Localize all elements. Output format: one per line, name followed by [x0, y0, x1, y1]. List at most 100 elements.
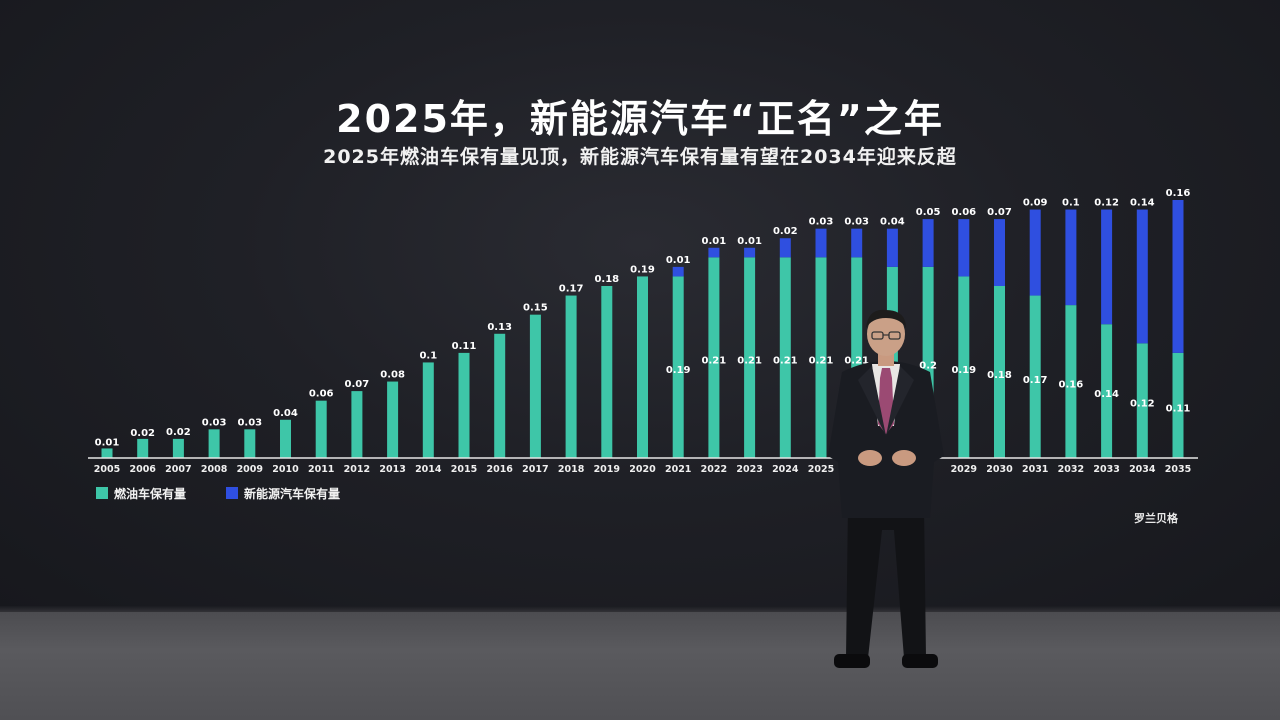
bar-fuel-2018: [565, 295, 577, 458]
label-fuel-2028: 0.2: [919, 360, 937, 371]
bar-fuel-2014: [422, 362, 434, 458]
x-tick-2010: 2010: [272, 464, 299, 475]
x-tick-2030: 2030: [986, 464, 1013, 475]
bar-nev-2026: [851, 228, 863, 258]
bar-fuel-2009: [244, 429, 256, 458]
label-fuel-2020: 0.19: [630, 264, 655, 275]
x-tick-2025: 2025: [808, 464, 834, 475]
legend-label-0: 燃油车保有量: [114, 486, 186, 501]
bar-fuel-2030: [994, 286, 1005, 458]
label-fuel-2031: 0.17: [1023, 375, 1048, 386]
x-tick-2032: 2032: [1058, 464, 1084, 475]
label-nev-2031: 0.09: [1023, 198, 1048, 209]
x-tick-2021: 2021: [665, 464, 691, 475]
bar-nev-2033: [1101, 209, 1113, 325]
bar-fuel-2016: [494, 333, 506, 458]
label-fuel-2012: 0.07: [345, 379, 370, 390]
bar-fuel-2007: [172, 438, 184, 458]
x-tick-2015: 2015: [451, 464, 477, 475]
legend: 燃油车保有量 新能源汽车保有量: [96, 486, 340, 501]
label-fuel-2034: 0.12: [1130, 399, 1155, 410]
bar-fuel-2017: [529, 314, 541, 458]
bar-fuel-2019: [601, 286, 613, 458]
label-fuel-2035: 0.11: [1166, 403, 1191, 414]
bar-fuel-2024: [779, 257, 791, 458]
bars-layer: 0.01 0.02 0.02 0.03 0.03 0.04 0.06 0.07 0.08 0.1 0…: [95, 188, 1191, 458]
bar-fuel-2034: [1136, 343, 1148, 458]
label-nev-2025: 0.03: [809, 217, 834, 228]
x-tick-2009: 2009: [237, 464, 263, 475]
label-nev-2030: 0.07: [987, 207, 1012, 218]
label-fuel-2015: 0.11: [452, 341, 477, 352]
stage-floor: [0, 612, 1280, 720]
bar-fuel-2012: [351, 391, 363, 458]
label-nev-2026: 0.03: [844, 217, 869, 228]
label-nev-2022: 0.01: [702, 236, 727, 247]
x-tick-2022: 2022: [701, 464, 727, 475]
bar-nev-2029: [958, 219, 970, 277]
x-tick-2034: 2034: [1129, 464, 1156, 475]
bar-nev-2027: [886, 228, 898, 267]
x-tick-2024: 2024: [772, 464, 799, 475]
label-fuel-2014: 0.1: [419, 350, 437, 361]
bar-fuel-2022: [708, 257, 720, 458]
x-tick-2012: 2012: [344, 464, 370, 475]
bar-fuel-2006: [137, 438, 149, 458]
x-tick-2017: 2017: [522, 464, 548, 475]
bar-nev-2024: [779, 238, 791, 258]
label-nev-2021: 0.01: [666, 255, 691, 266]
bar-fuel-2015: [458, 352, 470, 458]
bar-nev-2025: [815, 228, 827, 258]
label-fuel-2029: 0.19: [951, 365, 976, 376]
label-fuel-2010: 0.04: [273, 408, 298, 419]
source-label: 罗兰贝格: [1134, 512, 1178, 525]
label-nev-2032: 0.1: [1062, 198, 1080, 209]
label-nev-2027: 0.04: [880, 217, 905, 228]
bar-fuel-2033: [1101, 324, 1113, 458]
label-fuel-2023: 0.21: [737, 356, 762, 367]
label-nev-2024: 0.02: [773, 226, 798, 237]
x-tick-2016: 2016: [486, 464, 513, 475]
label-nev-2033: 0.12: [1094, 198, 1119, 209]
label-fuel-2007: 0.02: [166, 427, 191, 438]
bar-fuel-2028: [922, 266, 934, 458]
label-fuel-2017: 0.15: [523, 303, 548, 314]
bar-fuel-2035: [1172, 352, 1184, 458]
bar-fuel-2026: [851, 257, 863, 458]
x-tick-2031: 2031: [1022, 464, 1048, 475]
bar-fuel-2005: [101, 448, 113, 458]
bar-fuel-2011: [315, 400, 327, 458]
label-fuel-2008: 0.03: [202, 417, 227, 428]
bar-fuel-2010: [280, 419, 291, 458]
label-fuel-2016: 0.13: [487, 322, 512, 333]
label-nev-2035: 0.16: [1166, 188, 1191, 199]
label-nev-2028: 0.05: [916, 207, 941, 218]
bar-nev-2028: [922, 219, 934, 267]
x-tick-labels: 2005 2006 2007 2008 2009 2010 2011 2012 2013 2014…: [94, 464, 1191, 475]
bar-nev-2022: [708, 247, 720, 258]
bar-nev-2032: [1065, 209, 1077, 306]
legend-label-1: 新能源汽车保有量: [244, 486, 340, 501]
label-fuel-2030: 0.18: [987, 370, 1012, 381]
x-tick-2018: 2018: [558, 464, 585, 475]
bar-fuel-2032: [1065, 305, 1077, 458]
x-tick-2033: 2033: [1093, 464, 1119, 475]
bar-nev-2035: [1172, 200, 1184, 353]
label-fuel-2011: 0.06: [309, 389, 334, 400]
x-tick-2019: 2019: [594, 464, 620, 475]
label-fuel-2026: 0.21: [844, 356, 869, 367]
bar-nev-2030: [994, 219, 1005, 286]
label-fuel-2013: 0.08: [380, 370, 405, 381]
bar-fuel-2025: [815, 257, 827, 458]
legend-swatch-0: [96, 487, 108, 499]
x-tick-2023: 2023: [736, 464, 762, 475]
label-fuel-2032: 0.16: [1059, 380, 1084, 391]
x-tick-2014: 2014: [415, 464, 442, 475]
bar-fuel-2013: [387, 381, 399, 458]
label-fuel-2018: 0.17: [559, 284, 584, 295]
label-fuel-2005: 0.01: [95, 437, 120, 448]
x-tick-2029: 2029: [951, 464, 977, 475]
x-tick-2007: 2007: [165, 464, 191, 475]
label-fuel-2021: 0.19: [666, 365, 691, 376]
label-fuel-2009: 0.03: [237, 417, 262, 428]
